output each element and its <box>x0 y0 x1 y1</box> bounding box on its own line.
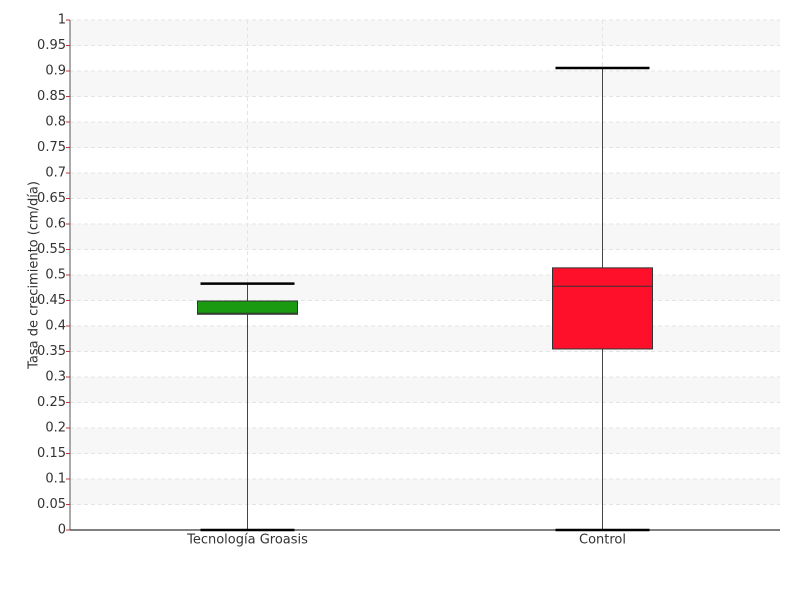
y-tick-label: 0.5 <box>45 268 66 283</box>
grid-band <box>70 122 780 148</box>
y-tick-label: 0.8 <box>45 115 66 130</box>
y-tick-label: 0.55 <box>37 242 66 257</box>
y-tick-label: 0.15 <box>37 446 66 461</box>
y-tick-label: 0.4 <box>45 319 66 334</box>
y-tick-label: 0.05 <box>37 497 66 512</box>
y-tick-label: 0.2 <box>45 421 66 436</box>
x-tick-label: Tecnología Groasis <box>186 533 308 548</box>
y-tick-label: 0.65 <box>37 191 66 206</box>
box <box>552 267 653 350</box>
y-tick-label: 0.6 <box>45 217 66 232</box>
grid-band <box>70 275 780 301</box>
y-tick-label: 0 <box>58 523 66 538</box>
box <box>197 300 298 315</box>
grid-band <box>70 428 780 454</box>
grid-band <box>70 173 780 199</box>
grid-band <box>70 377 780 403</box>
grid-band <box>70 326 780 352</box>
grid-band <box>70 479 780 505</box>
grid-band <box>70 224 780 250</box>
y-tick-label: 0.35 <box>37 344 66 359</box>
y-tick-label: 0.95 <box>37 38 66 53</box>
y-tick-label: 0.45 <box>37 293 66 308</box>
y-tick-label: 0.9 <box>45 64 66 79</box>
y-tick-label: 0.75 <box>37 140 66 155</box>
grid-band <box>70 71 780 97</box>
y-tick-label: 1 <box>58 13 66 28</box>
y-tick-label: 0.85 <box>37 89 66 104</box>
y-tick-label: 0.3 <box>45 370 66 385</box>
y-axis-label: Tasa de crecimiento (cm/día) <box>27 181 42 370</box>
y-tick-label: 0.25 <box>37 395 66 410</box>
grid-band <box>70 20 780 46</box>
y-tick-label: 0.1 <box>45 472 66 487</box>
y-tick-label: 0.7 <box>45 166 66 181</box>
x-tick-label: Control <box>579 533 626 548</box>
